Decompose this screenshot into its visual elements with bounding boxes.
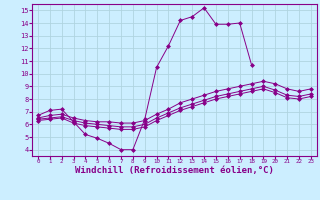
X-axis label: Windchill (Refroidissement éolien,°C): Windchill (Refroidissement éolien,°C) <box>75 166 274 175</box>
